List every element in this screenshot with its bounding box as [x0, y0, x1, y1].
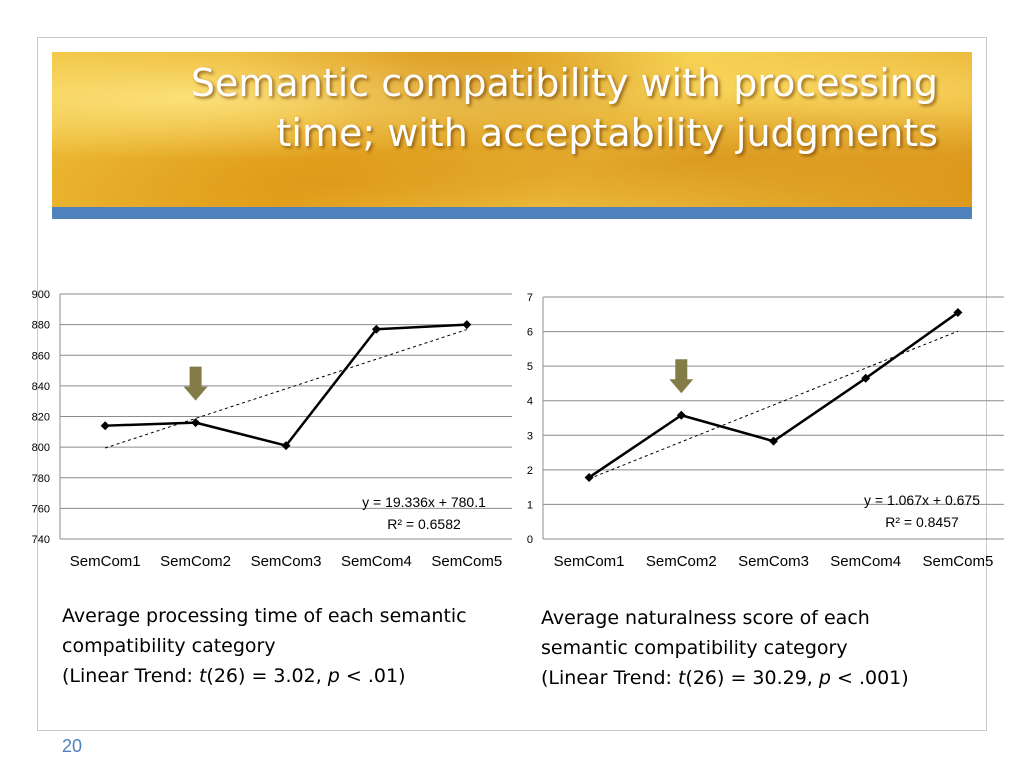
caption-stat: t [198, 665, 207, 687]
y-tick-label: 4 [527, 396, 533, 408]
caption-text: (Linear Trend: [62, 665, 199, 687]
title-accent-bar [52, 207, 972, 219]
caption-text: < .01) [339, 665, 406, 687]
y-tick-label: 840 [32, 381, 50, 393]
processing-time-chart: 740 760 780 800 820 840 860 880 900 SemCom1 SemCom… [32, 289, 512, 570]
x-tick-label: SemCom1 [70, 553, 141, 570]
trend-equation-label: y = 19.336x + 780.1 [362, 494, 486, 510]
naturalness-caption: Average naturalness score of each semant… [541, 603, 909, 693]
y-tick-label: 5 [527, 361, 533, 373]
data-point [281, 441, 291, 451]
x-tick-label: SemCom2 [160, 553, 231, 570]
highlight-arrow-icon [183, 366, 208, 401]
page-number: 20 [62, 736, 83, 756]
data-point [861, 373, 871, 383]
caption-line: Average naturalness score of each [541, 607, 870, 629]
y-tick-label: 2 [527, 465, 533, 477]
y-tick-label: 760 [32, 503, 50, 515]
data-point [769, 436, 778, 446]
y-tick-label: 3 [527, 430, 533, 442]
caption-text: (26) = 30.29, [685, 667, 819, 689]
caption-line: compatibility category [62, 635, 276, 657]
r-squared-label: R² = 0.6582 [387, 516, 461, 532]
processing-time-caption: Average processing time of each semantic… [62, 601, 467, 691]
caption-line: (Linear Trend: t(26) = 3.02, p < .01) [62, 661, 467, 691]
series-line [588, 311, 959, 479]
data-point [676, 410, 686, 420]
caption-text: (Linear Trend: [541, 667, 678, 689]
r-squared-label: R² = 0.8457 [885, 514, 959, 530]
x-tick-label: SemCom2 [646, 553, 717, 570]
trendline [105, 329, 467, 449]
y-tick-label: 7 [527, 292, 533, 304]
caption-line: (Linear Trend: t(26) = 30.29, p < .001) [541, 663, 909, 693]
data-point [584, 472, 594, 482]
slide-frame [37, 37, 987, 731]
y-tick-label: 1 [527, 499, 533, 511]
x-tick-label: SemCom5 [431, 553, 502, 570]
caption-text: < .001) [830, 667, 909, 689]
caption-p: p [327, 665, 340, 687]
y-tick-label: 800 [32, 442, 50, 454]
y-tick-label: 860 [32, 350, 50, 362]
slide-title-line-2: time; with acceptability judgments [276, 111, 938, 155]
data-point [462, 320, 472, 330]
caption-stat: t [677, 667, 686, 689]
x-tick-label: SemCom5 [922, 553, 993, 570]
y-tick-label: 780 [32, 473, 50, 485]
data-point [371, 324, 381, 334]
x-tick-label: SemCom4 [341, 553, 412, 570]
caption-text: (26) = 3.02, [206, 665, 328, 687]
highlight-arrow-icon [669, 359, 694, 394]
title-banner [52, 52, 972, 207]
caption-p: p [818, 667, 831, 689]
x-tick-label: SemCom4 [830, 553, 901, 570]
y-tick-label: 880 [32, 320, 50, 332]
series-line [105, 323, 467, 447]
y-tick-label: 820 [32, 412, 50, 424]
x-tick-label: SemCom3 [251, 553, 322, 570]
y-tick-label: 740 [32, 534, 50, 546]
y-tick-label: 0 [527, 534, 533, 546]
naturalness-chart: 0 1 2 3 4 5 6 7 SemCom1 SemCom2 SemCom3 SemCom4 SemC… [527, 292, 1004, 570]
caption-line: Average processing time of each semantic [62, 605, 467, 627]
y-tick-label: 900 [32, 289, 50, 301]
data-point [953, 308, 963, 318]
data-point [191, 418, 201, 428]
y-tick-label: 6 [527, 327, 533, 339]
trend-equation-label: y = 1.067x + 0.675 [864, 492, 980, 508]
x-tick-label: SemCom1 [554, 553, 625, 570]
slide-title-line-1: Semantic compatibility with processing [190, 61, 938, 105]
x-tick-label: SemCom3 [738, 553, 809, 570]
data-point [100, 421, 110, 431]
caption-line: semantic compatibility category [541, 637, 848, 659]
slide-title: Semantic compatibility with processing t… [118, 58, 938, 158]
